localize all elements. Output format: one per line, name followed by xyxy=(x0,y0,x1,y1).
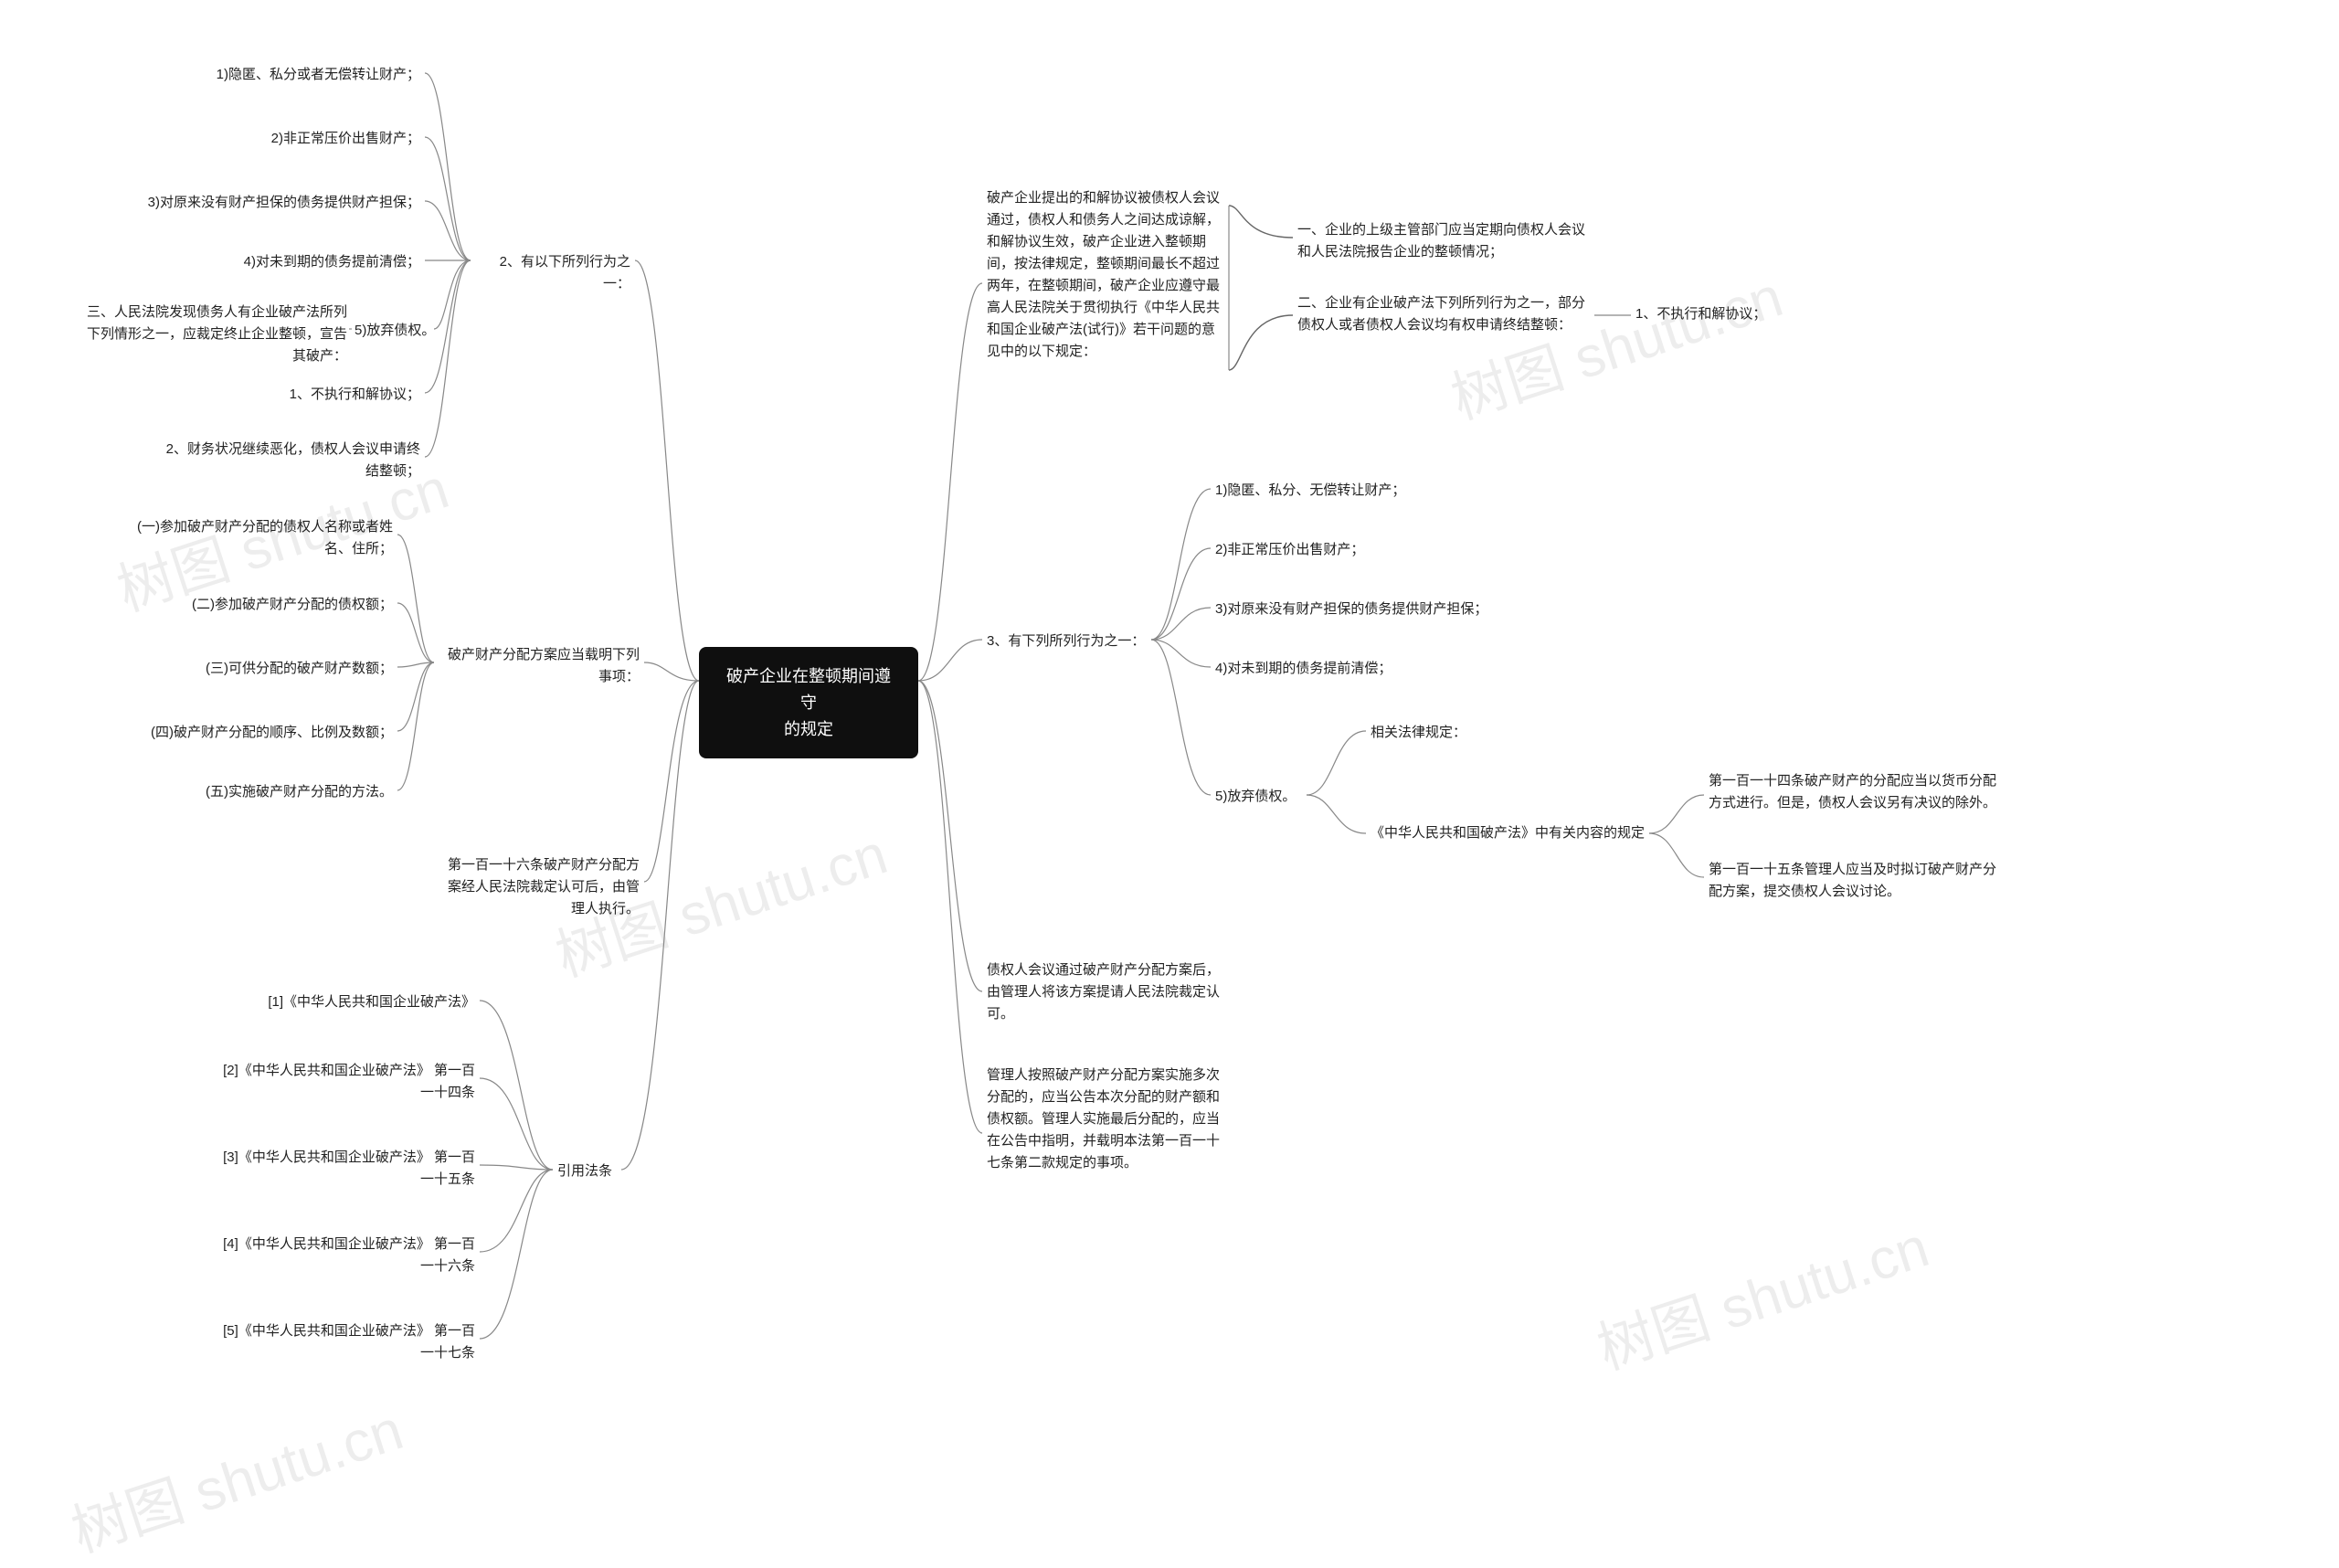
l2-head: 破产财产分配方案应当载明下列事项： xyxy=(439,644,640,688)
center-node: 破产企业在整顿期间遵守 的规定 xyxy=(699,647,918,758)
l3: 第一百一十六条破产财产分配方案经人民法院裁定认可后，由管理人执行。 xyxy=(439,854,640,920)
l1-3: 3)对原来没有财产担保的债务提供财产担保； xyxy=(128,192,420,214)
r1b1: 1、不执行和解协议； xyxy=(1635,303,1766,325)
l1-7: 2、财务状况继续恶化，债权人会议申请终结整顿； xyxy=(160,439,420,482)
l2-3: (三)可供分配的破产财产数额； xyxy=(155,658,393,680)
r2-3: 3)对原来没有财产担保的债务提供财产担保； xyxy=(1215,599,1487,620)
l4-5: [5]《中华人民共和国企业破产法》 第一百一十七条 xyxy=(210,1320,475,1364)
center-line1: 破产企业在整顿期间遵守 xyxy=(721,663,896,716)
l1-1: 1)隐匿、私分或者无偿转让财产； xyxy=(183,64,420,86)
r2-5: 5)放弃债权。 xyxy=(1215,786,1296,808)
l1-head: 2、有以下所列行为之一： xyxy=(475,251,630,295)
r2-4: 4)对未到期的债务提前清偿； xyxy=(1215,658,1392,680)
l1-6: 1、不执行和解协议； xyxy=(183,384,420,406)
r3: 债权人会议通过破产财产分配方案后，由管理人将该方案提请人民法院裁定认可。 xyxy=(987,959,1224,1025)
watermark: 树图 shutu.cn xyxy=(1439,250,1791,435)
r2-5a: 相关法律规定： xyxy=(1371,722,1466,744)
r2-5b1: 第一百一十四条破产财产的分配应当以货币分配方式进行。但是，债权人会议另有决议的除… xyxy=(1709,770,2001,814)
l4-1: [1]《中华人民共和国企业破产法》 xyxy=(210,991,475,1013)
l2-2: (二)参加破产财产分配的债权额； xyxy=(155,594,393,616)
r2-2: 2)非正常压价出售财产； xyxy=(1215,539,1364,561)
watermark: 树图 shutu.cn xyxy=(59,1383,411,1568)
l4-head: 引用法条 xyxy=(557,1160,612,1182)
r2-head: 3、有下列所列行为之一： xyxy=(987,630,1145,652)
l1-4: 4)对未到期的债务提前清偿； xyxy=(183,251,420,273)
l4-4: [4]《中华人民共和国企业破产法》 第一百一十六条 xyxy=(210,1234,475,1277)
r1a: 一、企业的上级主管部门应当定期向债权人会议和人民法院报告企业的整顿情况； xyxy=(1297,219,1590,263)
r1b: 二、企业有企业破产法下列所列行为之一，部分债权人或者债权人会议均有权申请终结整顿… xyxy=(1297,292,1590,336)
watermark: 树图 shutu.cn xyxy=(1585,1201,1937,1385)
l1-5pre: 三、人民法院发现债务人有企业破产法所列下列情形之一，应裁定终止企业整顿，宣告其破… xyxy=(82,302,347,367)
center-line2: 的规定 xyxy=(721,716,896,743)
r2-5b: 《中华人民共和国破产法》中有关内容的规定 xyxy=(1371,822,1645,844)
r2-1: 1)隐匿、私分、无偿转让财产； xyxy=(1215,480,1405,502)
l1-5: 5)放弃债权。 xyxy=(355,320,435,342)
r2-5b2: 第一百一十五条管理人应当及时拟订破产财产分配方案，提交债权人会议讨论。 xyxy=(1709,859,2001,903)
l1-2: 2)非正常压价出售财产； xyxy=(183,128,420,150)
l4-2: [2]《中华人民共和国企业破产法》 第一百一十四条 xyxy=(210,1060,475,1104)
l2-5: (五)实施破产财产分配的方法。 xyxy=(155,781,393,803)
l2-1: (一)参加破产财产分配的债权人名称或者姓名、住所； xyxy=(128,516,393,560)
r1: 破产企业提出的和解协议被债权人会议通过，债权人和债务人之间达成谅解，和解协议生效… xyxy=(987,187,1224,363)
l4-3: [3]《中华人民共和国企业破产法》 第一百一十五条 xyxy=(210,1147,475,1191)
r4: 管理人按照破产财产分配方案实施多次分配的，应当公告本次分配的财产额和债权额。管理… xyxy=(987,1065,1224,1174)
l2-4: (四)破产财产分配的顺序、比例及数额； xyxy=(128,722,393,744)
